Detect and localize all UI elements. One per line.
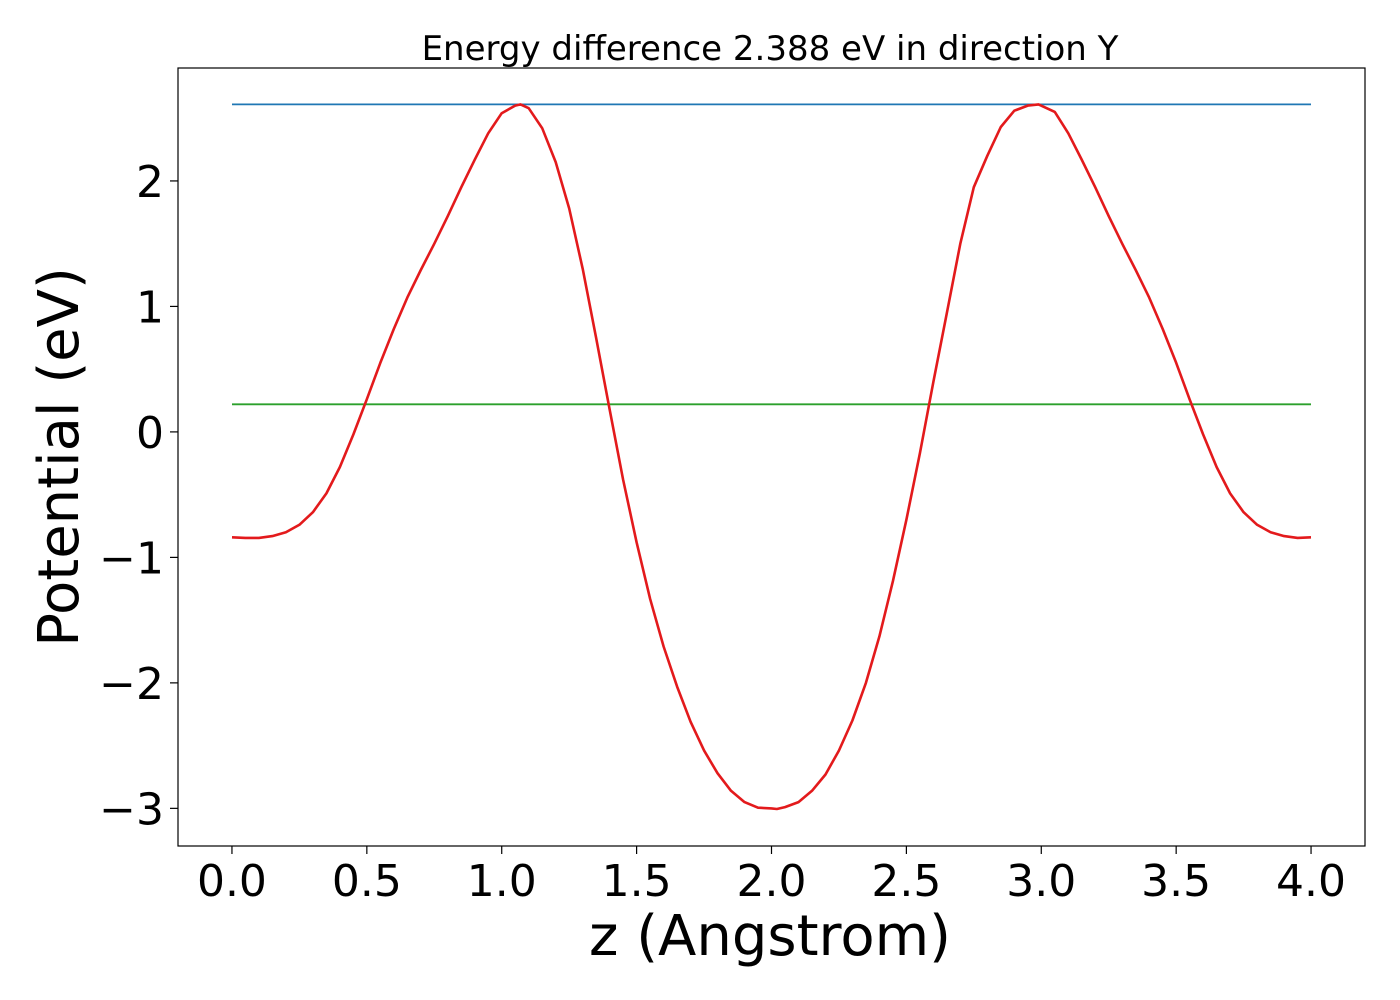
chart-title: Energy difference 2.388 eV in direction … [422,29,1119,69]
x-tick-label: 1.0 [467,856,537,907]
plot-area [231,103,1312,811]
x-tick-label: 1.5 [602,856,672,907]
y-tick-label: 0 [136,408,164,459]
y-axis: 2 1 0 −1 −2 −3 [99,157,178,835]
x-tick-label: 3.5 [1141,856,1211,907]
x-tick-label: 2.0 [737,856,807,907]
x-tick-label: 0.5 [332,856,402,907]
x-tick-label: 3.0 [1006,856,1076,907]
x-axis: 0.0 0.5 1.0 1.5 2.0 2.5 3.0 3.5 4.0 [197,846,1346,907]
x-axis-label: z (Angstrom) [589,904,951,969]
x-tick-label: 0.0 [197,856,267,907]
x-tick-label: 4.0 [1276,856,1346,907]
y-tick-label: 1 [136,282,164,333]
y-tick-label: 2 [136,157,164,208]
plot-frame [177,67,1366,847]
series-line-2 [231,103,1312,811]
y-tick-label: −1 [99,533,164,584]
y-tick-label: −2 [99,659,164,710]
y-tick-label: −3 [99,784,164,835]
x-tick-label: 2.5 [871,856,941,907]
y-axis-label: Potential (eV) [27,267,92,647]
